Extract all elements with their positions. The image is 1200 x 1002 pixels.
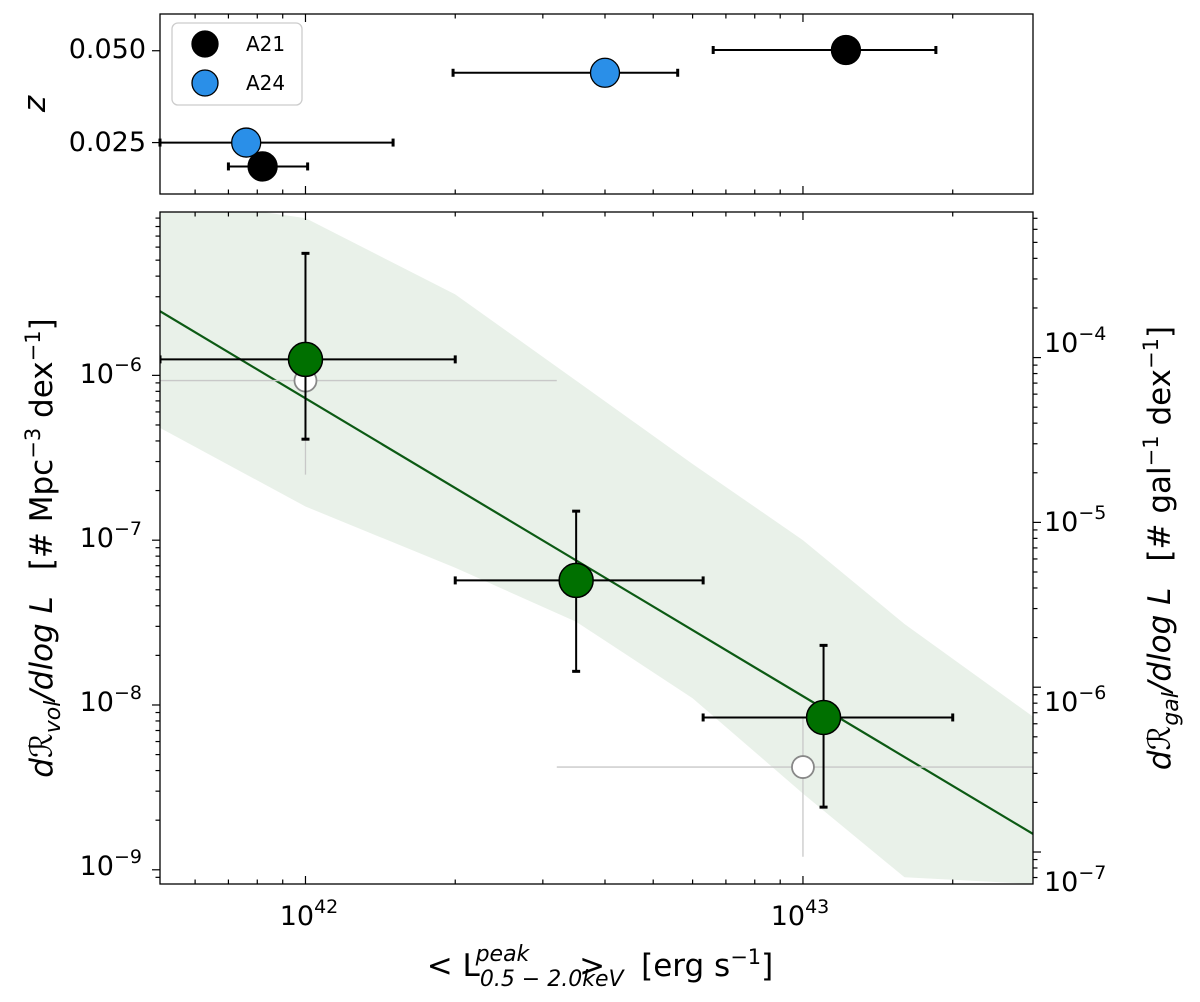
legend-label-a24: A24 <box>246 71 285 95</box>
legend-label-a21: A21 <box>246 32 285 56</box>
ytick-right-1e-5: 10−5 <box>1044 502 1106 538</box>
left-y-axis-label: dℛvol/dlog L[# Mpc−3 dex−1] <box>21 318 66 777</box>
legend: A21 A24 <box>171 22 303 106</box>
ytick-left-1e-8: 10−8 <box>80 682 142 718</box>
confidence-band <box>160 212 1033 884</box>
rate-points <box>160 251 955 809</box>
xtick-label-1e43: 1043 <box>771 896 830 932</box>
rate-ticks <box>152 212 1041 884</box>
ytick-right-1e-7: 10−7 <box>1044 862 1106 898</box>
point-a24-1 <box>589 57 621 88</box>
faint-point-1 <box>791 755 815 779</box>
redshift-marks <box>158 34 938 182</box>
xtick-label-1e42: 1042 <box>280 896 339 932</box>
rate-point-0 <box>287 341 324 378</box>
rate-point-2 <box>805 699 842 736</box>
point-a21-1 <box>830 34 862 66</box>
rate-axes-frame <box>159 211 1034 885</box>
right-y-axis-label: dℛgal/dlog L[# gal−1 dex−1] <box>1139 326 1184 770</box>
rate-panel: 1042 1043 10−6 10−7 10−8 10−9 10−4 10−5 … <box>21 211 1184 992</box>
best-fit-line <box>160 310 1033 835</box>
rate-point-1 <box>558 562 594 599</box>
redshift-axes-frame <box>159 13 1034 195</box>
legend-marker-a24 <box>191 69 219 97</box>
ytick-left-1e-7: 10−7 <box>80 518 142 554</box>
point-a21-0 <box>247 151 278 182</box>
ytick-right-1e-4: 10−4 <box>1044 323 1106 359</box>
ytick-label-0.025: 0.025 <box>69 127 146 158</box>
redshift-ticks <box>152 14 954 194</box>
legend-marker-a21 <box>191 30 219 58</box>
point-a24-0 <box>231 127 262 158</box>
redshift-axis-label: z <box>17 95 53 113</box>
ytick-right-1e-6: 10−6 <box>1044 682 1106 718</box>
x-axis-label: < L0.5 − 2.0keVpeak > [erg s−1] <box>427 942 774 992</box>
redshift-panel: 0.050 0.025 z A21 A24 <box>17 13 1034 195</box>
ytick-left-1e-6: 10−6 <box>80 354 142 390</box>
ytick-label-0.050: 0.050 <box>69 34 146 65</box>
ytick-left-1e-9: 10−9 <box>80 846 142 882</box>
